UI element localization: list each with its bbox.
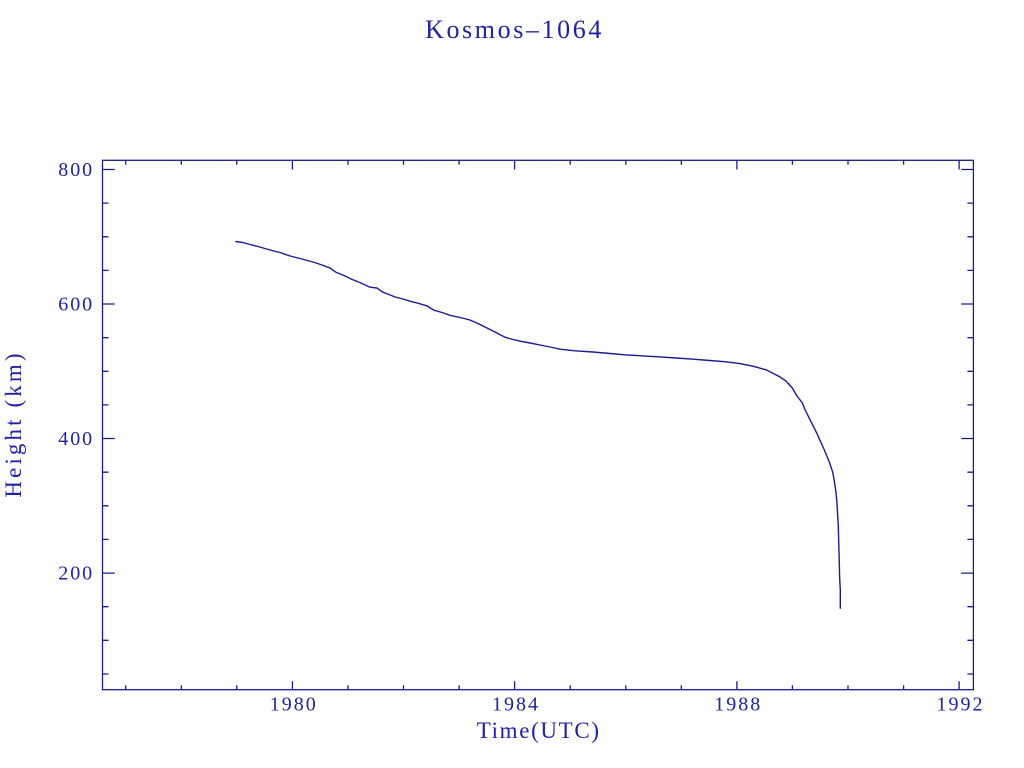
svg-text:800: 800: [58, 159, 94, 181]
svg-text:Kosmos–1064: Kosmos–1064: [425, 15, 604, 44]
svg-text:1988: 1988: [714, 694, 762, 716]
svg-text:Height (km): Height (km): [1, 350, 26, 497]
svg-text:200: 200: [58, 563, 94, 585]
svg-text:Time(UTC): Time(UTC): [477, 718, 601, 743]
svg-text:600: 600: [58, 294, 94, 316]
svg-text:1992: 1992: [937, 694, 985, 716]
svg-text:400: 400: [58, 428, 94, 450]
svg-text:1980: 1980: [270, 694, 318, 716]
svg-text:1984: 1984: [492, 694, 540, 716]
